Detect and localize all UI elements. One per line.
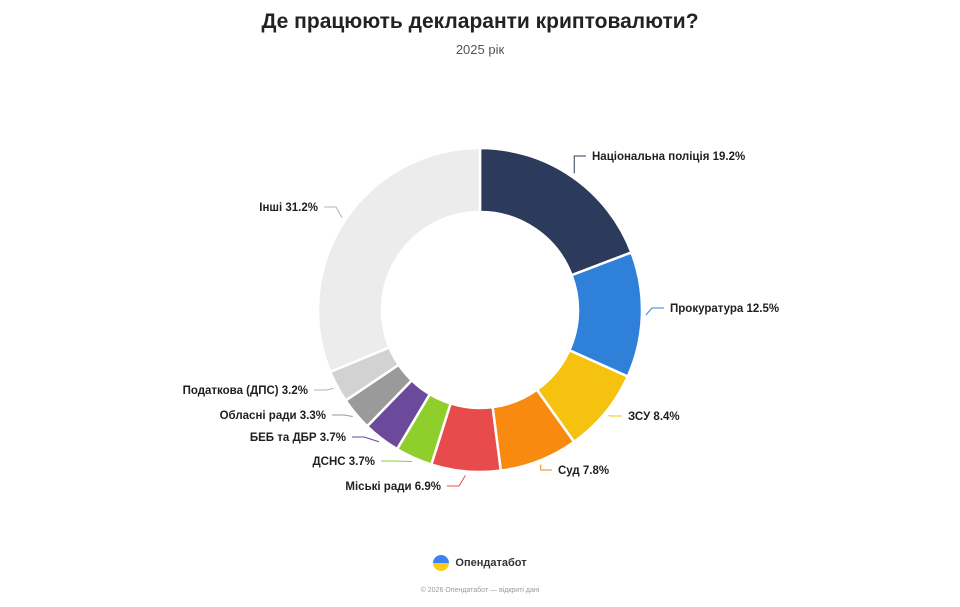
leader-line-податкова-дпс <box>314 387 334 391</box>
data-label-національна-поліція: Національна поліція 19.2% <box>592 151 745 163</box>
data-label-обласні-ради: Обласні ради 3.3% <box>220 410 326 422</box>
leader-line-беб-та-дбр <box>352 436 380 443</box>
slice-національна-поліція <box>478 146 634 277</box>
leader-line-прокуратура <box>645 307 664 316</box>
data-label-податкова-дпс: Податкова (ДПС) 3.2% <box>183 385 308 397</box>
leader-line-інші <box>324 206 343 218</box>
leader-line-зсу <box>608 414 622 417</box>
data-label-зсу: ЗСУ 8.4% <box>628 411 680 423</box>
leader-line-обласні-ради <box>332 414 353 417</box>
chart-subtitle: 2025 рік <box>455 42 505 57</box>
chart-title: Де працюють декларанти криптовалюти? <box>261 10 699 33</box>
leader-line-національна-поліція <box>573 155 586 174</box>
data-label-дснс: ДСНС 3.7% <box>312 456 375 468</box>
slice-інші <box>316 146 482 374</box>
brand: Опендатабот <box>0 555 960 571</box>
data-label-інші: Інші 31.2% <box>259 202 318 214</box>
leader-line-міські-ради <box>447 475 466 487</box>
data-label-беб-та-дбр: БЕБ та ДБР 3.7% <box>250 432 346 444</box>
data-label-суд: Суд 7.8% <box>558 465 609 477</box>
leader-line-суд <box>540 464 552 471</box>
opendatabot-logo-icon <box>433 555 450 571</box>
copyright-text: © 2026 Опендатабот — відкриті дані <box>420 587 540 594</box>
data-label-міські-ради: Міські ради 6.9% <box>345 481 441 493</box>
brand-name: Опендатабот <box>455 557 527 569</box>
data-label-прокуратура: Прокуратура 12.5% <box>670 303 779 315</box>
